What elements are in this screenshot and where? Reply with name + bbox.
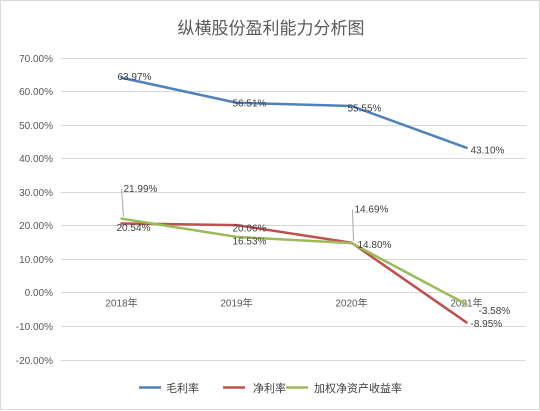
data-label: -8.95% xyxy=(471,319,503,330)
data-label: 16.53% xyxy=(233,236,267,247)
y-axis: 70.00% 60.00% 50.00% 40.00% 30.00% 20.00% 10.0… xyxy=(16,54,53,367)
gridlines xyxy=(61,58,526,361)
legend: 毛利率 净利率 加权净资产收益率 xyxy=(139,381,402,395)
series-lines xyxy=(120,76,468,324)
x-tick-label: 2019年 xyxy=(220,296,252,309)
leader-line xyxy=(352,209,354,242)
y-tick-label: 10.00% xyxy=(19,255,53,266)
series-line-1 xyxy=(120,222,468,324)
y-tick-label: -20.00% xyxy=(16,356,53,367)
data-label: 20.54% xyxy=(117,223,151,234)
x-tick-label: 2020年 xyxy=(335,296,367,309)
y-tick-label: 60.00% xyxy=(19,87,53,98)
chart-title: 纵横股份盈利能力分析图 xyxy=(178,19,365,38)
x-axis: 2018年 2019年 2020年 2021年 xyxy=(105,296,482,309)
y-tick-label: 30.00% xyxy=(19,188,53,199)
data-label: 63.97% xyxy=(118,72,152,83)
data-label: 21.99% xyxy=(124,184,158,195)
data-label: 56.51% xyxy=(233,98,267,109)
y-tick-label: 0.00% xyxy=(25,288,53,299)
legend-label-0: 毛利率 xyxy=(166,381,199,395)
data-label: 43.10% xyxy=(471,145,505,156)
data-label: 55.55% xyxy=(348,103,382,114)
legend-label-1: 净利率 xyxy=(253,381,286,395)
data-labels: 63.97% 56.51% 55.55% 43.10% 20.54% 20.06% 14.8… xyxy=(117,72,511,330)
data-label: -3.58% xyxy=(479,306,511,317)
series-line-2 xyxy=(120,217,468,306)
data-label: 14.80% xyxy=(358,240,392,251)
y-tick-label: 40.00% xyxy=(19,154,53,165)
series-line-0 xyxy=(120,76,468,150)
leader-line xyxy=(121,189,124,217)
y-tick-label: -10.00% xyxy=(16,322,53,333)
x-tick-label: 2018年 xyxy=(105,296,137,309)
y-tick-label: 20.00% xyxy=(19,221,53,232)
y-tick-label: 70.00% xyxy=(19,54,53,65)
data-label: 14.69% xyxy=(355,205,389,216)
y-tick-label: 50.00% xyxy=(19,121,53,132)
data-label: 20.06% xyxy=(233,224,267,235)
legend-label-2: 加权净资产收益率 xyxy=(314,381,402,395)
